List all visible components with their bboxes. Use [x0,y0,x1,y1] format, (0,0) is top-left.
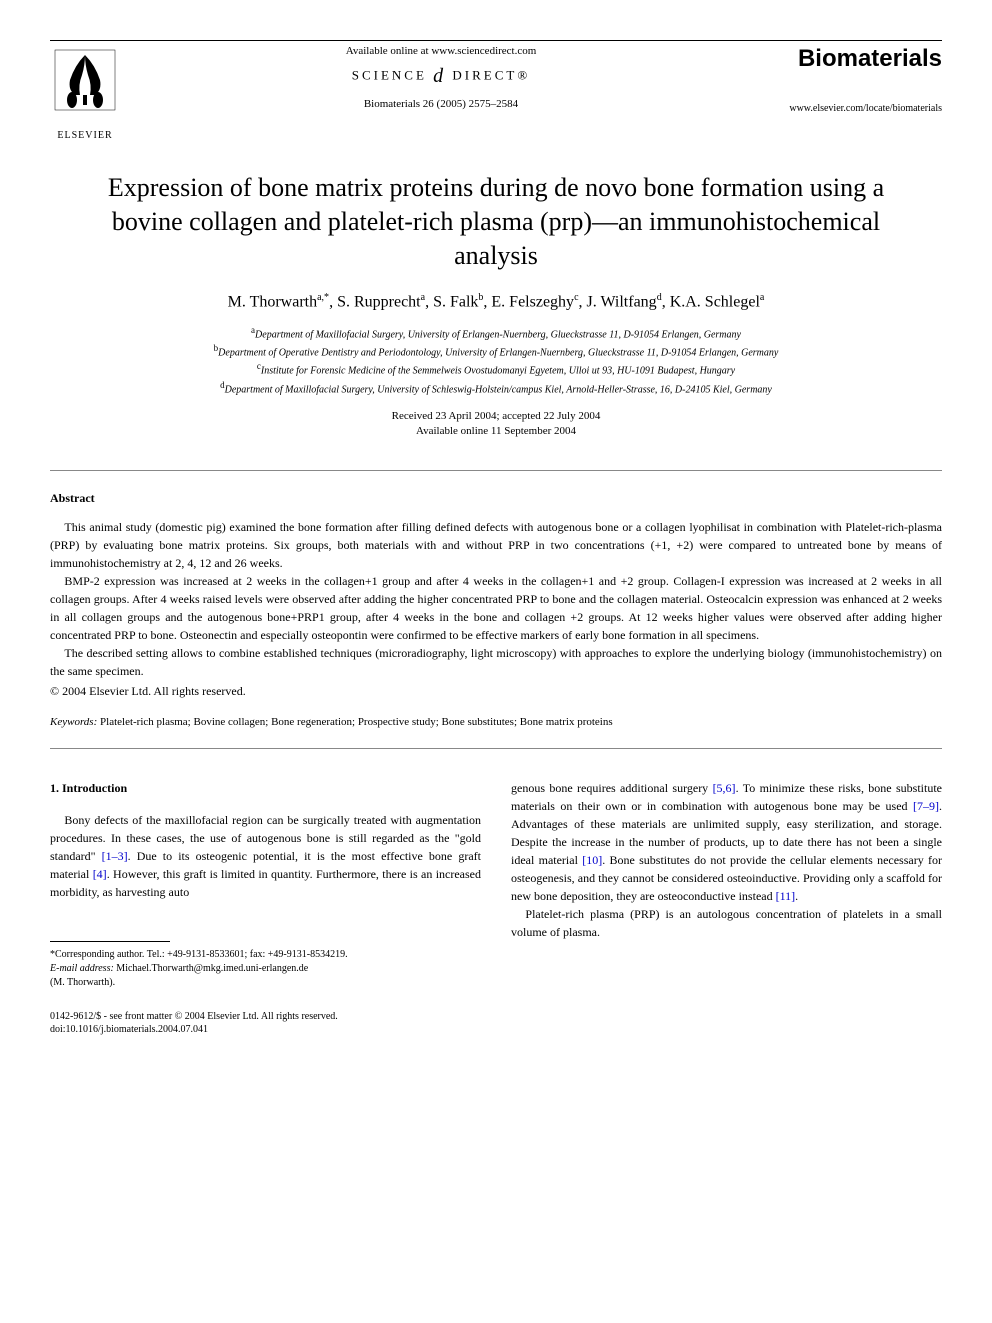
abstract-p2: BMP-2 expression was increased at 2 week… [50,572,942,644]
corresponding-author: *Corresponding author. Tel.: +49-9131-85… [50,948,481,962]
journal-url: www.elsevier.com/locate/biomaterials [762,103,942,114]
footer-issn: 0142-9612/$ - see front matter © 2004 El… [50,1010,481,1023]
elsevier-logo-block: ELSEVIER [50,45,120,141]
article-dates: Received 23 April 2004; accepted 22 July… [50,409,942,440]
intro-col1-p1: Bony defects of the maxillofacial region… [50,811,481,901]
ref-link-1-3[interactable]: [1–3] [102,849,128,863]
column-left: 1. Introduction Bony defects of the maxi… [50,779,481,1036]
article-title: Expression of bone matrix proteins durin… [90,171,902,272]
abstract-p1: This animal study (domestic pig) examine… [50,518,942,572]
footnote-rule [50,941,170,942]
header: ELSEVIER Available online at www.science… [50,45,942,141]
introduction-heading: 1. Introduction [50,779,481,797]
top-rule [50,40,942,41]
abstract-heading: Abstract [50,491,942,506]
abstract-p3: The described setting allows to combine … [50,644,942,680]
abstract-top-rule [50,470,942,471]
elsevier-tree-icon [50,45,120,125]
email-address: Michael.Thorwarth@mkg.imed.uni-erlangen.… [116,963,308,974]
sciencedirect-right: DIRECT® [452,67,530,82]
elsevier-label: ELSEVIER [50,130,120,141]
journal-logo: Biomaterials [762,45,942,73]
abstract-bottom-rule [50,748,942,749]
header-center: Available online at www.sciencedirect.co… [120,45,762,110]
affiliation-c: cInstitute for Forensic Medicine of the … [50,360,942,378]
intro-col2-p1: genous bone requires additional surgery … [511,779,942,905]
header-right: Biomaterials www.elsevier.com/locate/bio… [762,45,942,114]
email-person: (M. Thorwarth). [50,976,481,990]
footer-doi: doi:10.1016/j.biomaterials.2004.07.041 [50,1023,481,1036]
intro-col2-p2: Platelet-rich plasma (PRP) is an autolog… [511,905,942,941]
keywords: Keywords: Platelet-rich plasma; Bovine c… [50,716,942,728]
received-date: Received 23 April 2004; accepted 22 July… [50,409,942,424]
ref-link-10[interactable]: [10] [582,853,602,867]
abstract-body: This animal study (domestic pig) examine… [50,518,942,700]
affiliation-d: dDepartment of Maxillofacial Surgery, Un… [50,379,942,397]
email-label: E-mail address: [50,963,114,974]
sciencedirect-logo: SCIENCE d DIRECT® [130,65,752,88]
keywords-text: Platelet-rich plasma; Bovine collagen; B… [100,716,613,728]
sciencedirect-at-icon: d [433,65,446,87]
body-columns: 1. Introduction Bony defects of the maxi… [50,779,942,1036]
email-line: E-mail address: Michael.Thorwarth@mkg.im… [50,962,481,976]
online-date: Available online 11 September 2004 [50,424,942,439]
affiliation-a: aDepartment of Maxillofacial Surgery, Un… [50,324,942,342]
keywords-label: Keywords: [50,716,97,728]
ref-link-5-6[interactable]: [5,6] [713,781,736,795]
footnotes: *Corresponding author. Tel.: +49-9131-85… [50,948,481,990]
available-online-text: Available online at www.sciencedirect.co… [130,45,752,57]
ref-link-11[interactable]: [11] [776,889,796,903]
ref-link-7-9[interactable]: [7–9] [913,799,939,813]
authors: M. Thorwartha,*, S. Rupprechta, S. Falkb… [50,292,942,311]
ref-link-4[interactable]: [4] [93,867,107,881]
affiliations: aDepartment of Maxillofacial Surgery, Un… [50,324,942,397]
column-right: genous bone requires additional surgery … [511,779,942,1036]
journal-reference: Biomaterials 26 (2005) 2575–2584 [130,98,752,110]
affiliation-b: bDepartment of Operative Dentistry and P… [50,342,942,360]
sciencedirect-left: SCIENCE [352,67,427,82]
footer: 0142-9612/$ - see front matter © 2004 El… [50,1010,481,1036]
abstract-copyright: © 2004 Elsevier Ltd. All rights reserved… [50,682,942,700]
